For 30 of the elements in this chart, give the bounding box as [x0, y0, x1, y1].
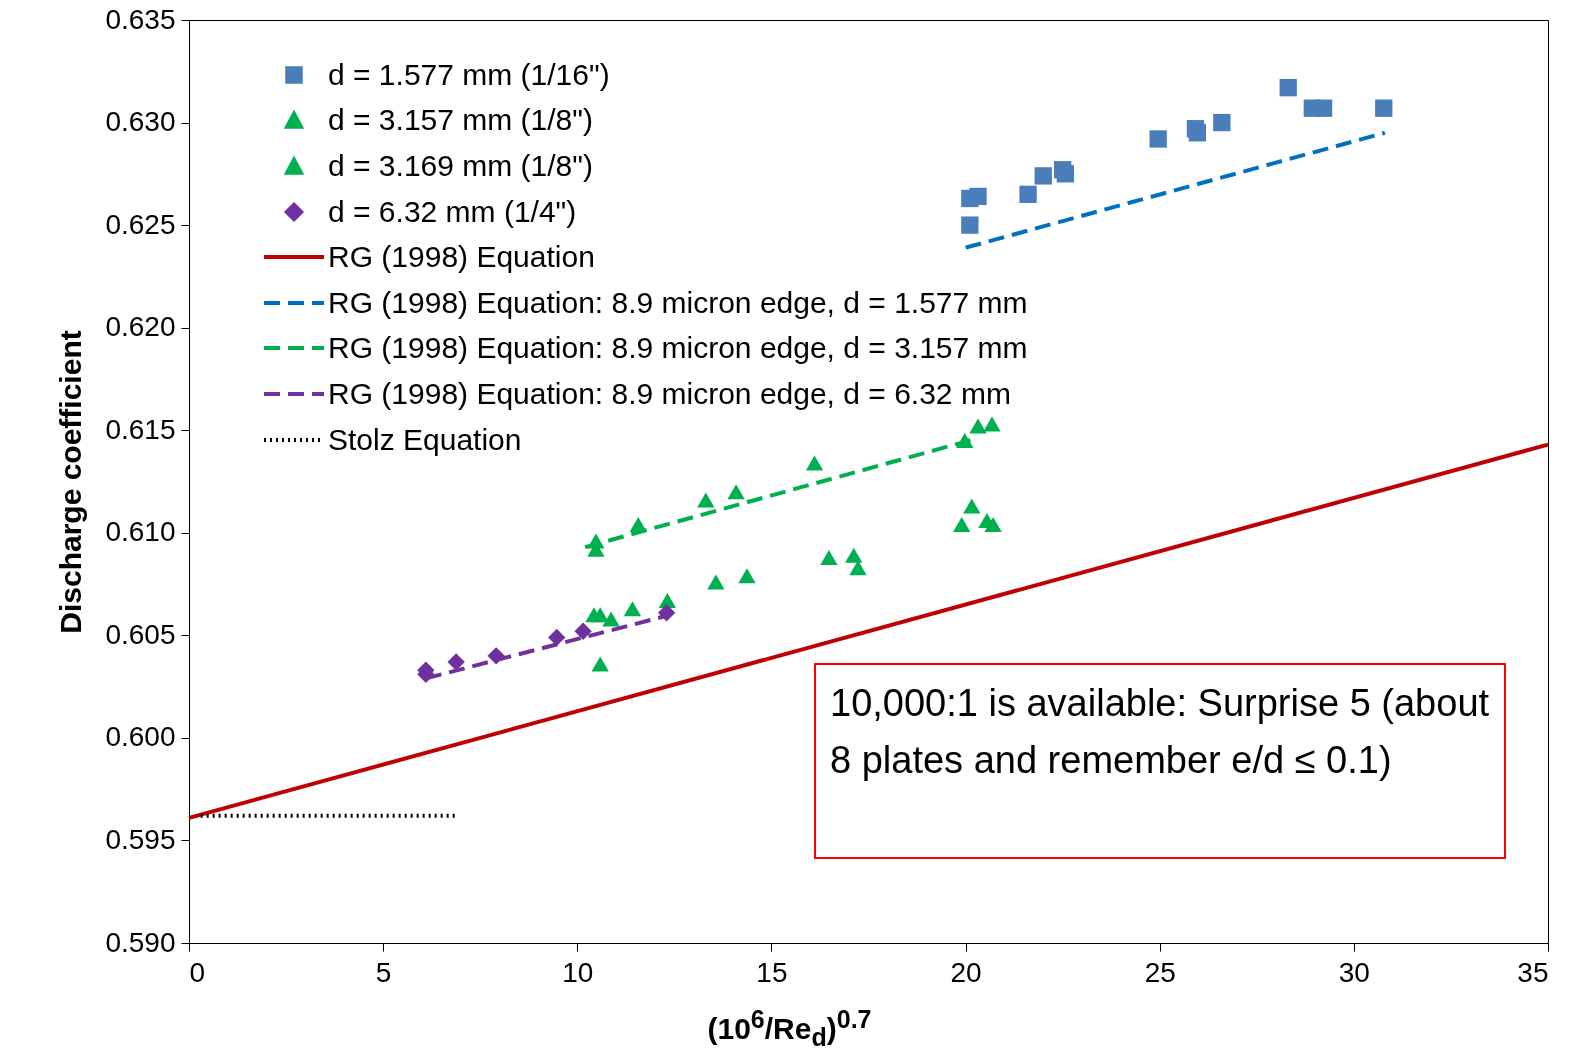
y-tick-label: 0.620 — [105, 311, 176, 343]
legend-label: d = 6.32 mm (1/4") — [328, 194, 577, 229]
y-tick-label: 0.615 — [105, 413, 176, 445]
legend-label: RG (1998) Equation: 8.9 micron edge, d = 3.157 mm — [328, 331, 1028, 366]
x-tick-label: 30 — [1338, 956, 1370, 988]
y-tick-label: 0.605 — [105, 618, 176, 650]
legend-label: d = 3.157 mm (1/8") — [328, 103, 593, 138]
y-tick-label: 0.630 — [105, 106, 176, 138]
x-tick-label: 15 — [756, 956, 788, 988]
x-axis-title: (10$^{6}$/Re$_{d}$)$^{0.7}$ — [706, 1005, 873, 1052]
x-tick-label: 0 — [189, 956, 206, 988]
y-tick-label: 0.610 — [105, 516, 176, 548]
y-tick-label: 0.625 — [105, 208, 176, 240]
x-tick-label: 35 — [1517, 956, 1549, 988]
x-tick-label: 25 — [1144, 956, 1176, 988]
legend-label: d = 1.577 mm (1/16") — [328, 57, 610, 92]
x-tick-label: 20 — [950, 956, 982, 988]
y-tick-label: 0.595 — [105, 823, 176, 855]
x-tick-label: 5 — [375, 956, 392, 988]
y-tick-label: 0.635 — [105, 3, 176, 35]
y-tick-label: 0.600 — [105, 721, 176, 753]
annotation: 10,000:1 is available: Surprise 5 (about 8 plates and remember e/d ≤ 0.1) — [814, 663, 1506, 859]
legend-label: Stolz Equation — [328, 422, 522, 457]
legend-label: RG (1998) Equation: 8.9 micron edge, d = 6.32 mm — [328, 376, 1011, 411]
x-tick-label: 10 — [562, 956, 594, 988]
legend-label: RG (1998) Equation: 8.9 micron edge, d = 1.577 mm — [328, 285, 1028, 320]
y-axis-title: Discharge coefficient — [54, 330, 88, 634]
y-tick-label: 0.590 — [105, 926, 176, 958]
legend-label: d = 3.169 mm (1/8") — [328, 148, 593, 183]
legend-label: RG (1998) Equation — [328, 240, 595, 275]
